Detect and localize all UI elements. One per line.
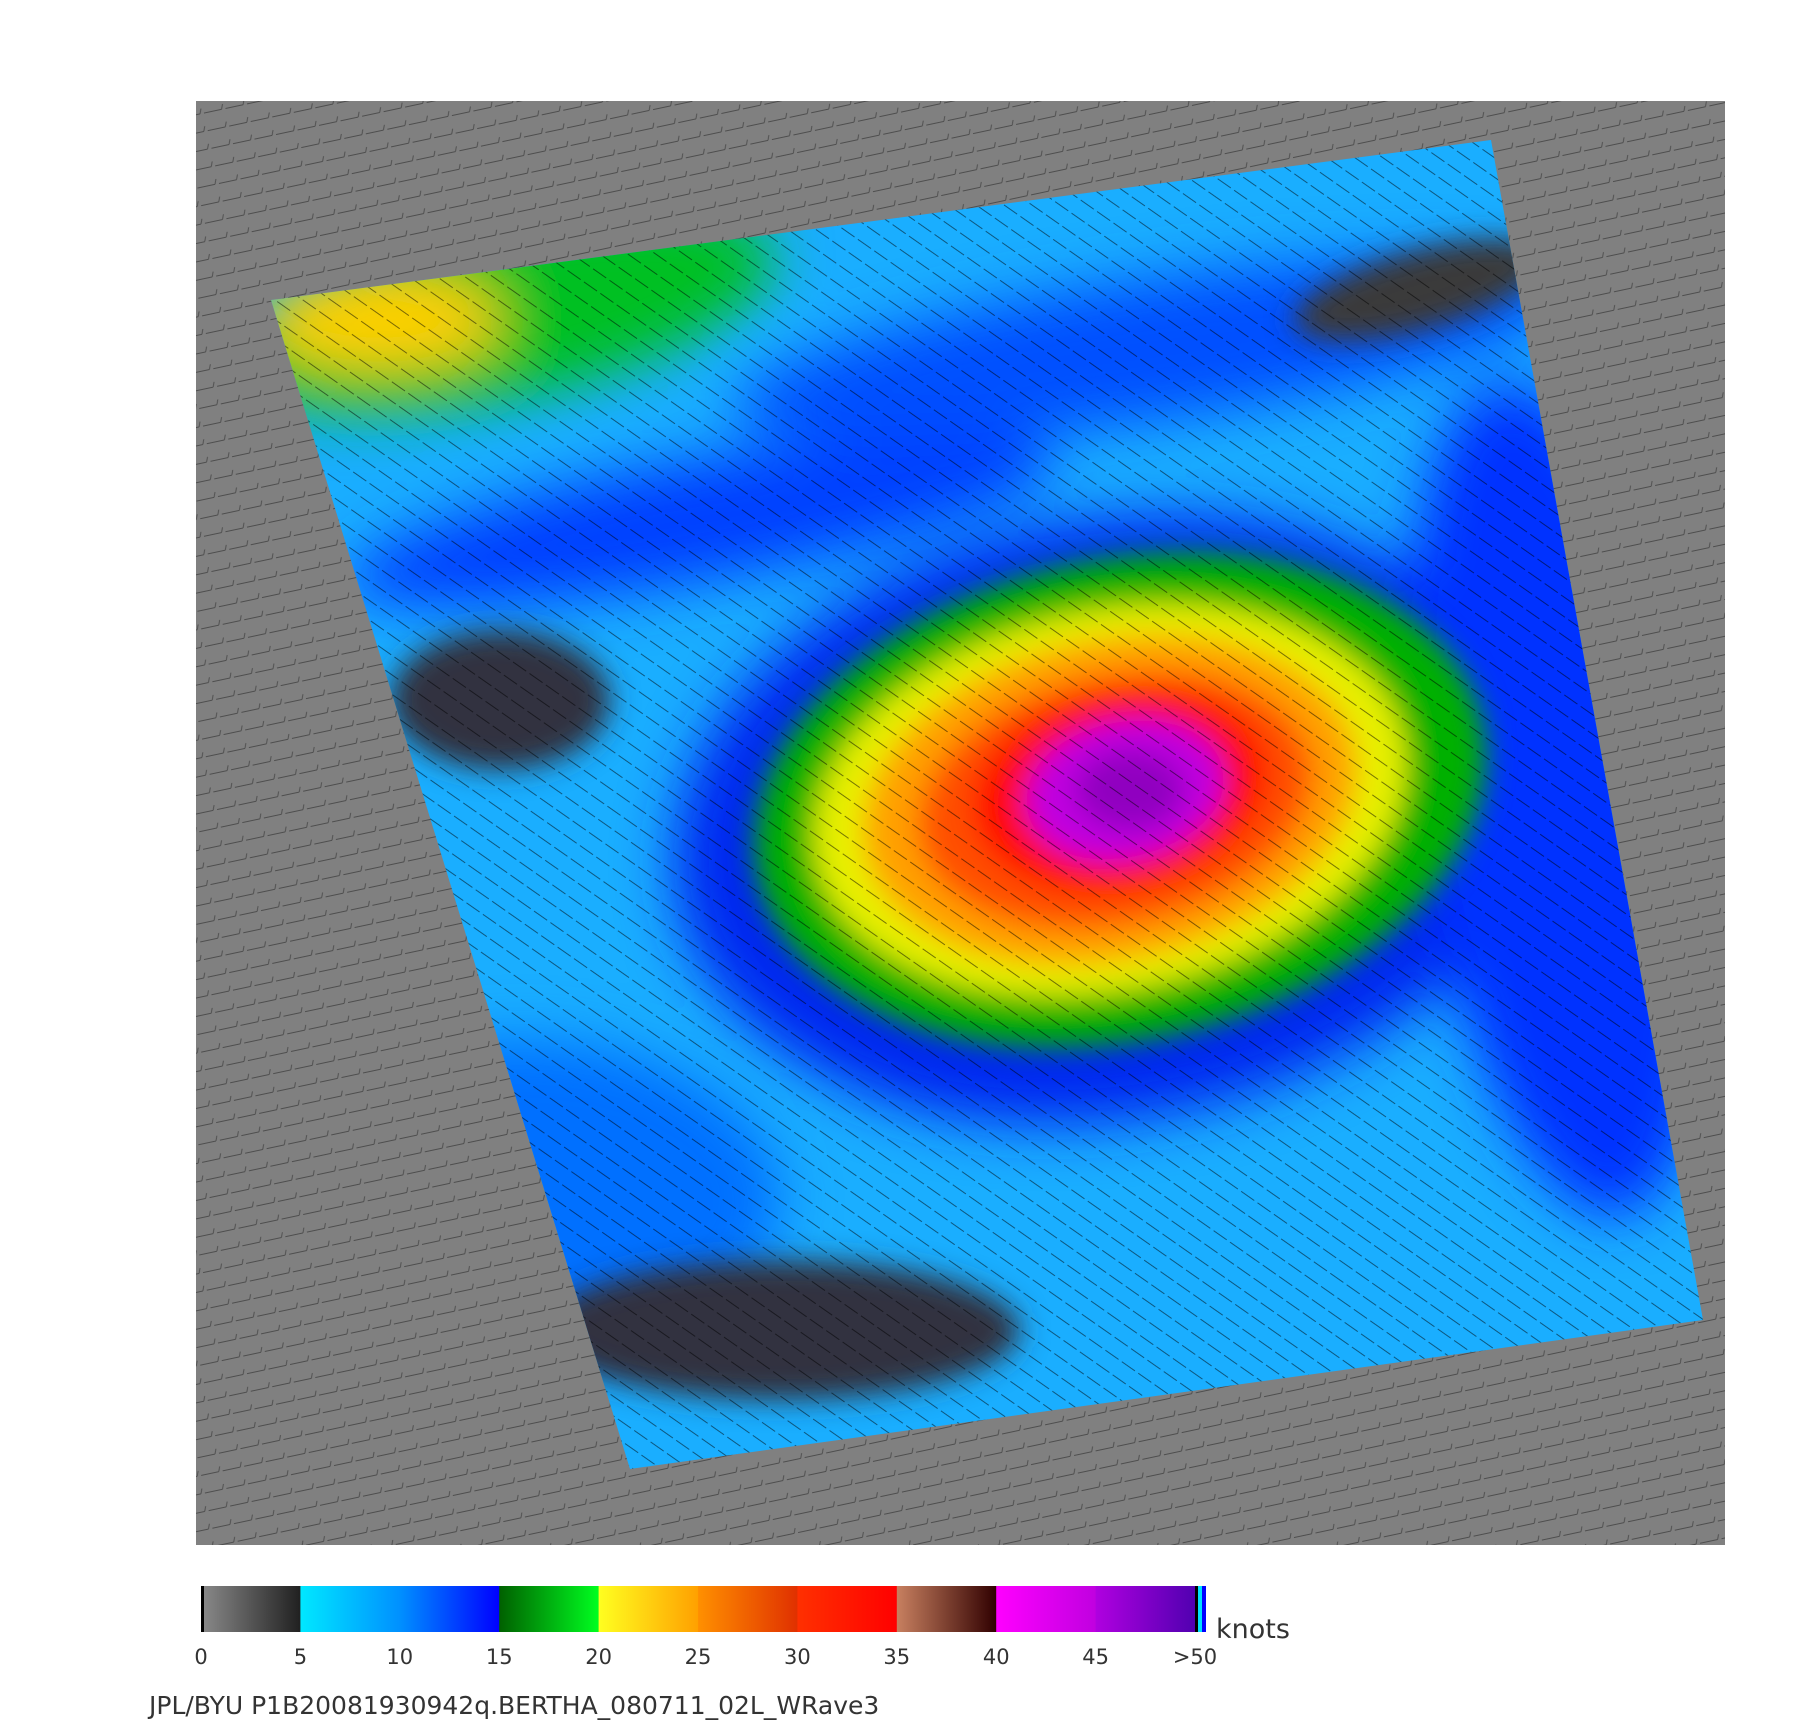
swath <box>271 140 1703 1469</box>
colorbar-segment <box>598 1586 699 1632</box>
colorbar-tick-label: 35 <box>883 1645 910 1669</box>
colorbar: 0 5 10 15 20 25 30 35 40 45 >50 <box>194 1586 1217 1669</box>
colorbar-tick-label: 45 <box>1082 1645 1109 1669</box>
colorbar-segment <box>996 1586 1097 1632</box>
colorbar-tick-label: 40 <box>983 1645 1010 1669</box>
colorbar-tick-label: 10 <box>386 1645 413 1669</box>
colorbar-start <box>201 1586 204 1632</box>
colorbar-tick-label: 30 <box>784 1645 811 1669</box>
colorbar-segment <box>399 1586 500 1632</box>
colorbar-end <box>1198 1586 1202 1632</box>
colorbar-tick-label: 15 <box>486 1645 513 1669</box>
colorbar-tick-label: 0 <box>194 1645 207 1669</box>
colorbar-segment <box>201 1586 301 1632</box>
colorbar-tick-label: 20 <box>585 1645 612 1669</box>
colorbar-segment <box>896 1586 997 1632</box>
colorbar-segment <box>300 1586 401 1632</box>
colorbar-segment <box>1095 1586 1196 1632</box>
colorbar-end <box>1195 1586 1198 1632</box>
colorbar-segment <box>797 1586 898 1632</box>
colorbar-tick-label: 5 <box>294 1645 307 1669</box>
colorbar-tick-label: >50 <box>1173 1645 1217 1669</box>
colorbar-end <box>1202 1586 1206 1632</box>
colorbar-segment <box>499 1586 600 1632</box>
colorbar-tick-label: 25 <box>685 1645 712 1669</box>
colorbar-segment <box>698 1586 798 1632</box>
colorbar-unit: knots <box>1216 1614 1290 1645</box>
wind-map <box>196 101 1725 1545</box>
footer-label: JPL/BYU P1B20081930942q.BERTHA_080711_02… <box>147 1691 879 1720</box>
